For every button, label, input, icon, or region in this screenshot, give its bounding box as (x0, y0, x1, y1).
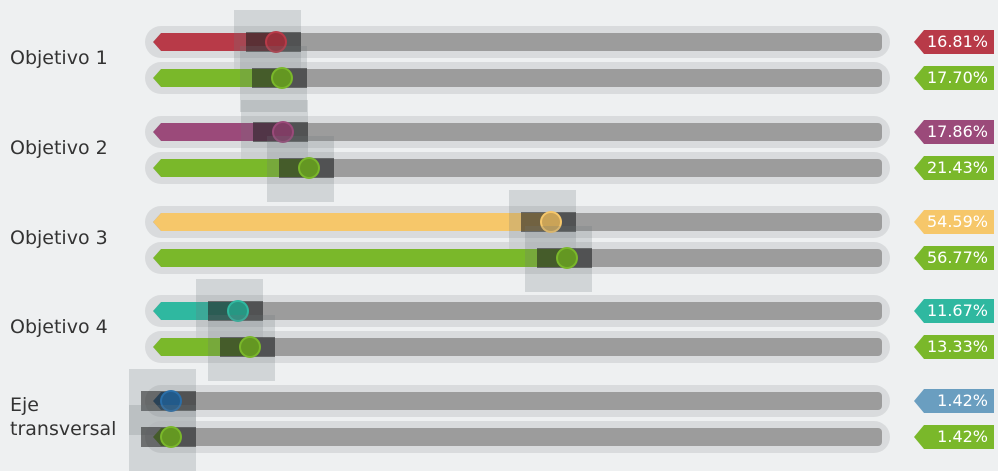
bar-end-marker (241, 338, 260, 356)
bar-background (153, 123, 882, 141)
bar-track (145, 295, 890, 327)
category-label-line: Objetivo 3 (10, 227, 108, 249)
bar-track (145, 206, 890, 238)
value-label: 1.42% (914, 389, 994, 413)
category-label: Eje transversal (10, 393, 116, 441)
category-label-line: Objetivo 1 (10, 47, 108, 69)
category-label: Objetivo 2 (10, 136, 108, 160)
bar-end-marker (266, 33, 285, 51)
bar-background (153, 213, 882, 231)
bar-track (145, 385, 890, 417)
bar-end-marker (273, 69, 292, 87)
value-label: 21.43% (914, 156, 994, 180)
category-label-line: Objetivo 2 (10, 137, 108, 159)
bar-track (145, 152, 890, 184)
category-label: Objetivo 4 (10, 315, 108, 339)
category-label: Objetivo 1 (10, 46, 108, 70)
value-label: 17.86% (914, 120, 994, 144)
value-label: 11.67% (914, 299, 994, 323)
category-label: Objetivo 3 (10, 226, 108, 250)
bar-fill (153, 123, 284, 141)
bar-end-marker (274, 123, 293, 141)
bar-end-marker (541, 213, 560, 231)
value-label: 1.42% (914, 425, 994, 449)
bar-background (153, 428, 882, 446)
bar-background (153, 249, 882, 267)
value-label: 54.59% (914, 210, 994, 234)
value-label: 16.81% (914, 30, 994, 54)
category-label-line: Eje (10, 394, 39, 416)
bar-track (145, 242, 890, 274)
bar-fill (153, 249, 567, 267)
bar-background (153, 33, 882, 51)
bar-track (145, 26, 890, 58)
bar-background (153, 392, 882, 410)
bar-fill (153, 69, 283, 87)
bar-background (153, 159, 882, 177)
bar-fill (153, 33, 276, 51)
bar-end-marker (162, 392, 180, 410)
bar-end-marker (229, 302, 248, 320)
bar-end-marker (162, 428, 180, 446)
bar-background (153, 69, 882, 87)
category-label-line: transversal (10, 418, 117, 440)
value-label: 13.33% (914, 335, 994, 359)
bar-fill (153, 159, 310, 177)
value-label: 17.70% (914, 66, 994, 90)
category-label-line: Objetivo 4 (10, 316, 108, 338)
bar-end-marker (557, 249, 576, 267)
bar-end-marker (300, 159, 319, 177)
bar-fill (153, 213, 551, 231)
bar-track (145, 421, 890, 453)
value-label: 56.77% (914, 246, 994, 270)
